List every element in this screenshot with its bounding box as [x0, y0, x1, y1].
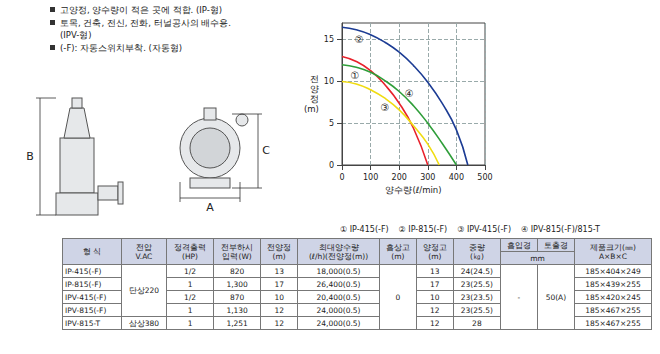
- html-text:185×439×255: 185×439×255: [585, 279, 641, 289]
- html-text:제품크기(㎜) A×B×C: 제품크기(㎜) A×B×C: [590, 242, 636, 261]
- html-text:양정고 (m): 양정고 (m): [422, 242, 447, 261]
- html-text:삼상380: 삼상380: [128, 318, 160, 328]
- svg-text:①: ①: [350, 70, 359, 81]
- html-text:23(23.5): 23(23.5): [460, 292, 493, 302]
- html-text:1/2: 1/2: [184, 292, 197, 302]
- html-text:형 식: 형 식: [82, 247, 102, 256]
- html-text:0: 0: [395, 292, 401, 302]
- svg-text:④: ④: [405, 88, 414, 99]
- html-text:185×467×255: 185×467×255: [585, 318, 641, 328]
- html-text:1/2: 1/2: [184, 266, 197, 276]
- html-text:1: 1: [187, 305, 193, 315]
- svg-text:500: 500: [477, 173, 492, 182]
- html-text:10: 10: [274, 292, 284, 302]
- svg-text:③: ③: [380, 102, 389, 113]
- svg-text:A: A: [206, 201, 214, 214]
- html-text:18,000(0.5): 18,000(0.5): [316, 266, 361, 276]
- html-text:10: 10: [430, 292, 440, 302]
- html-text:50(A): 50(A): [545, 292, 567, 302]
- html-text:12: 12: [274, 318, 284, 328]
- svg-text:10: 10: [324, 77, 334, 86]
- svg-text:정: 정: [310, 94, 319, 104]
- html-text:12: 12: [274, 305, 284, 315]
- svg-text:5: 5: [329, 119, 334, 128]
- html-text:IPV-815-T: IPV-815-T: [65, 318, 100, 328]
- html-text:20,400(0.5): 20,400(0.5): [316, 292, 361, 302]
- html-text:23(25.5): 23(25.5): [460, 305, 493, 315]
- html-text:1: 1: [187, 318, 193, 328]
- html-text:26,400(0.5): 26,400(0.5): [316, 279, 361, 289]
- html-text:17: 17: [274, 279, 284, 289]
- svg-text:전: 전: [310, 74, 319, 84]
- svg-text:0: 0: [339, 173, 344, 182]
- svg-text:15: 15: [324, 35, 334, 44]
- svg-text:400: 400: [449, 173, 464, 182]
- html-text:24(24.5): 24(24.5): [460, 266, 493, 276]
- html-text:12: 12: [430, 318, 440, 328]
- html-text:토출경: 토출경: [543, 240, 568, 250]
- html-text:흡상고 (m): 흡상고 (m): [385, 242, 410, 261]
- html-text:전양정 (m): 전양정 (m): [267, 242, 292, 261]
- html-text:IPV-815(-F): IPV-815(-F): [65, 305, 107, 315]
- html-text:고양정, 양수량이 적은 곳에 적합. (IP-형): 고양정, 양수량이 적은 곳에 적합. (IP-형): [60, 5, 223, 15]
- html-text:최대양수량 (ℓ/h)(전양정(m)): 최대양수량 (ℓ/h)(전양정(m)): [308, 242, 369, 261]
- svg-text:200: 200: [392, 173, 407, 182]
- svg-text:양: 양: [310, 84, 319, 94]
- html-text:13: 13: [430, 266, 440, 276]
- html-text:IP-815(-F): IP-815(-F): [65, 279, 102, 289]
- html-text:중량 (㎏): 중량 (㎏): [468, 242, 485, 261]
- html-text:흡입경: 흡입경: [507, 240, 531, 250]
- html-text:13: 13: [274, 266, 284, 276]
- svg-text:(m): (m): [304, 104, 319, 114]
- svg-text:300: 300: [420, 173, 435, 182]
- html-text:1: 1: [187, 279, 193, 289]
- html-text:185×467×255: 185×467×255: [585, 305, 641, 315]
- svg-text:③ IPV-415(-F): ③ IPV-415(-F): [457, 225, 511, 234]
- svg-text:④ IPV-815(-F)/815-T: ④ IPV-815(-F)/815-T: [521, 225, 600, 234]
- html-text:28: 28: [472, 318, 482, 328]
- svg-text:① IP-415(-F): ① IP-415(-F): [340, 225, 389, 234]
- html-text:1,251: 1,251: [226, 318, 248, 328]
- html-text:185×404×249: 185×404×249: [585, 266, 641, 276]
- html-text:1,130: 1,130: [226, 305, 248, 315]
- html-text:전압 V.AC: 전압 V.AC: [135, 242, 153, 261]
- html-text:24,000(0.5): 24,000(0.5): [316, 305, 361, 315]
- svg-text:②: ②: [355, 34, 364, 45]
- html-text:820: 820: [230, 266, 245, 276]
- html-text:mm: mm: [530, 253, 545, 263]
- html-text:24,000(0.5): 24,000(0.5): [316, 318, 361, 328]
- html-text:전부하시 입력(W): 전부하시 입력(W): [221, 242, 254, 261]
- svg-text:B: B: [26, 150, 34, 163]
- html-text:IP-415(-F): IP-415(-F): [65, 266, 102, 276]
- svg-text:양수량(ℓ/min): 양수량(ℓ/min): [385, 185, 441, 195]
- html-text:23(25.5): 23(25.5): [460, 279, 493, 289]
- html-text:870: 870: [230, 292, 245, 302]
- html-text:1,300: 1,300: [226, 279, 248, 289]
- svg-text:0: 0: [329, 161, 334, 170]
- html-text:(-F): 자동스위치부착. (자동형): (-F): 자동스위치부착. (자동형): [60, 43, 183, 53]
- svg-text:② IP-815(-F): ② IP-815(-F): [399, 225, 448, 234]
- svg-text:C: C: [262, 144, 270, 157]
- html-text:IPV-415(-F): IPV-415(-F): [65, 292, 107, 302]
- html-text:정격출력 (HP): 정격출력 (HP): [174, 242, 206, 261]
- html-text:17: 17: [430, 279, 440, 289]
- svg-text:100: 100: [363, 173, 378, 182]
- html-text:토목, 건축, 전신, 전화, 터널공사의 배수용. (IP: 토목, 건축, 전신, 전화, 터널공사의 배수용. (IPV-형): [60, 18, 231, 40]
- html-text:185×420×245: 185×420×245: [585, 292, 641, 302]
- html-text:단상220: 단상220: [128, 286, 160, 295]
- html-text:12: 12: [430, 305, 440, 315]
